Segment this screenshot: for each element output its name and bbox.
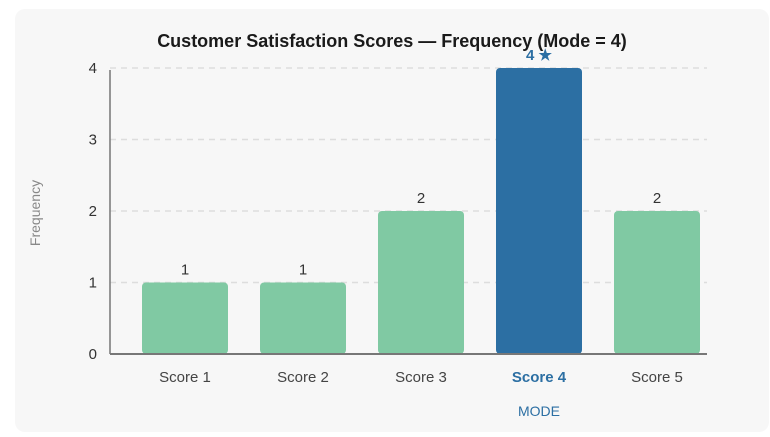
- y-axis-label: Frequency: [27, 180, 43, 246]
- bar: [378, 211, 464, 354]
- data-label: 4 ★: [526, 47, 553, 64]
- x-tick-label: Score 1: [159, 369, 211, 386]
- y-tick-label: 2: [89, 203, 97, 220]
- x-tick-label: Score 4: [512, 369, 567, 386]
- labels: 0 1 2 3 4 1 Score 1 1 Score 2 2 Score 3 4 ★ Score 4 M…: [89, 47, 683, 419]
- y-tick-label: 3: [89, 132, 97, 149]
- mode-marker-label: MODE: [518, 403, 560, 419]
- x-tick-label: Score 3: [395, 369, 447, 386]
- bar: [614, 211, 700, 354]
- x-tick-label: Score 2: [277, 369, 329, 386]
- data-label: 1: [181, 262, 189, 279]
- chart-title: Customer Satisfaction Scores — Frequency…: [157, 31, 627, 51]
- data-label: 2: [653, 190, 661, 207]
- y-tick-label: 1: [89, 275, 97, 292]
- x-tick-label: Score 5: [631, 369, 683, 386]
- data-label: 2: [417, 190, 425, 207]
- bar: [260, 282, 346, 354]
- bar-mode: [496, 68, 582, 354]
- y-tick-label: 4: [89, 60, 97, 77]
- bar: [142, 282, 228, 354]
- bars: [142, 68, 700, 354]
- data-label: 1: [299, 262, 307, 279]
- y-tick-label: 0: [89, 346, 97, 363]
- axes: [109, 70, 707, 355]
